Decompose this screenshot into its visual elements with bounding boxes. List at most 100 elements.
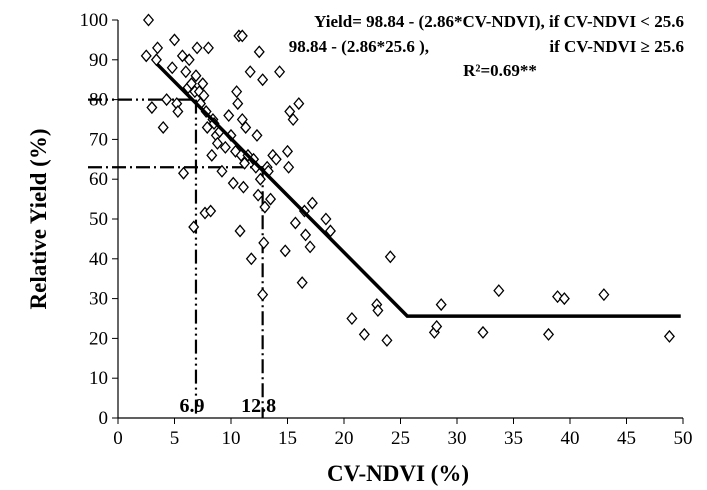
data-point [146,101,158,115]
x-tick-label: 50 [674,428,693,449]
y-tick-label: 100 [80,10,109,31]
x-tick-label: 20 [335,428,354,449]
data-point [142,13,155,27]
threshold-labels: 6.9 12.8 [179,395,276,417]
data-point [191,41,203,55]
data-point [180,65,192,79]
data-point [287,112,299,127]
data-point [257,73,269,87]
data-point [198,89,210,103]
x-tick-label: 30 [448,428,467,449]
data-point [236,29,248,43]
x-tick-label: 40 [561,428,580,449]
data-point [296,276,308,290]
data-point [258,236,270,250]
data-point [543,327,555,341]
data-point [254,172,266,186]
data-point [283,160,295,174]
x-tick-label: 15 [278,428,297,449]
equation-line-2-formula: 98.84 - (2.86*25.6 ), [289,37,429,56]
x-tick-label: 35 [504,428,523,449]
data-points [140,13,675,347]
equation-line-2-condition: if CV-NDVI ≥ 25.6 [549,37,684,56]
data-point [265,192,277,206]
data-point [289,216,301,230]
data-point [300,228,312,242]
data-point [202,41,214,55]
data-point [253,45,265,59]
data-point [257,288,269,302]
data-point [306,196,318,210]
threshold-label: 6.9 [179,395,204,417]
data-point [346,311,358,326]
data-point [304,240,316,254]
data-point [178,166,190,180]
y-axis-title: Relative Yield (%) [26,129,51,310]
equation-line-1: Yield= 98.84 - (2.86*CV-NDVI), if CV-NDV… [314,12,684,31]
data-point [279,244,291,258]
data-point [251,128,263,142]
data-point [435,298,447,312]
y-tick-label: 0 [99,408,109,429]
x-tick-label: 0 [113,428,123,449]
data-point [259,200,271,214]
data-point [190,69,202,83]
data-point [381,333,393,347]
data-point [168,33,181,47]
y-tick-label: 70 [89,129,108,150]
data-point [234,224,246,238]
y-tick-label: 10 [89,368,108,389]
y-tick-label: 30 [89,289,108,310]
data-point [245,252,257,266]
x-tick-label: 5 [170,428,180,449]
data-point [598,288,610,302]
data-point [477,325,489,339]
data-point [152,41,164,55]
data-point [493,284,505,298]
data-point [140,49,152,63]
data-point [372,304,384,318]
x-tick-label: 25 [391,428,410,449]
data-point [663,329,675,343]
fit-line [156,63,681,318]
data-point [216,164,228,178]
r-squared-label: R²=0.69** [463,61,537,80]
data-point [244,65,256,79]
data-point [358,327,370,341]
data-point [384,250,396,264]
y-tick-label: 20 [89,328,108,349]
regression-equation: Yield= 98.84 - (2.86*CV-NDVI), if CV-NDV… [289,12,684,80]
data-point [320,212,332,226]
y-axis-ticks: 0 10 20 30 40 50 60 70 80 90 100 [80,10,118,429]
data-point [150,53,162,67]
data-point [161,93,173,107]
y-tick-label: 90 [89,50,108,71]
data-point [206,148,218,162]
data-point [252,188,264,202]
y-tick-label: 40 [89,249,108,270]
data-point [281,144,294,158]
data-point [231,85,243,99]
data-point [157,120,169,134]
segmented-regression-line [156,63,681,318]
data-point [237,180,249,194]
x-tick-label: 45 [617,428,636,449]
data-point [205,204,217,218]
data-point [240,120,252,134]
data-point [558,292,570,306]
data-point [197,77,209,91]
data-point [223,109,235,123]
y-tick-label: 80 [89,90,108,111]
x-axis-ticks: 0 5 10 15 20 25 30 35 40 45 50 [113,418,693,449]
x-axis-title: CV-NDVI (%) [327,461,469,486]
y-tick-label: 60 [89,169,108,190]
data-point [188,220,200,234]
y-tick-label: 50 [89,209,108,230]
data-point [166,61,178,75]
data-point [431,319,443,333]
data-point [219,140,231,154]
data-point [172,105,184,119]
data-point [274,65,286,79]
threshold-label: 12.8 [241,395,276,417]
